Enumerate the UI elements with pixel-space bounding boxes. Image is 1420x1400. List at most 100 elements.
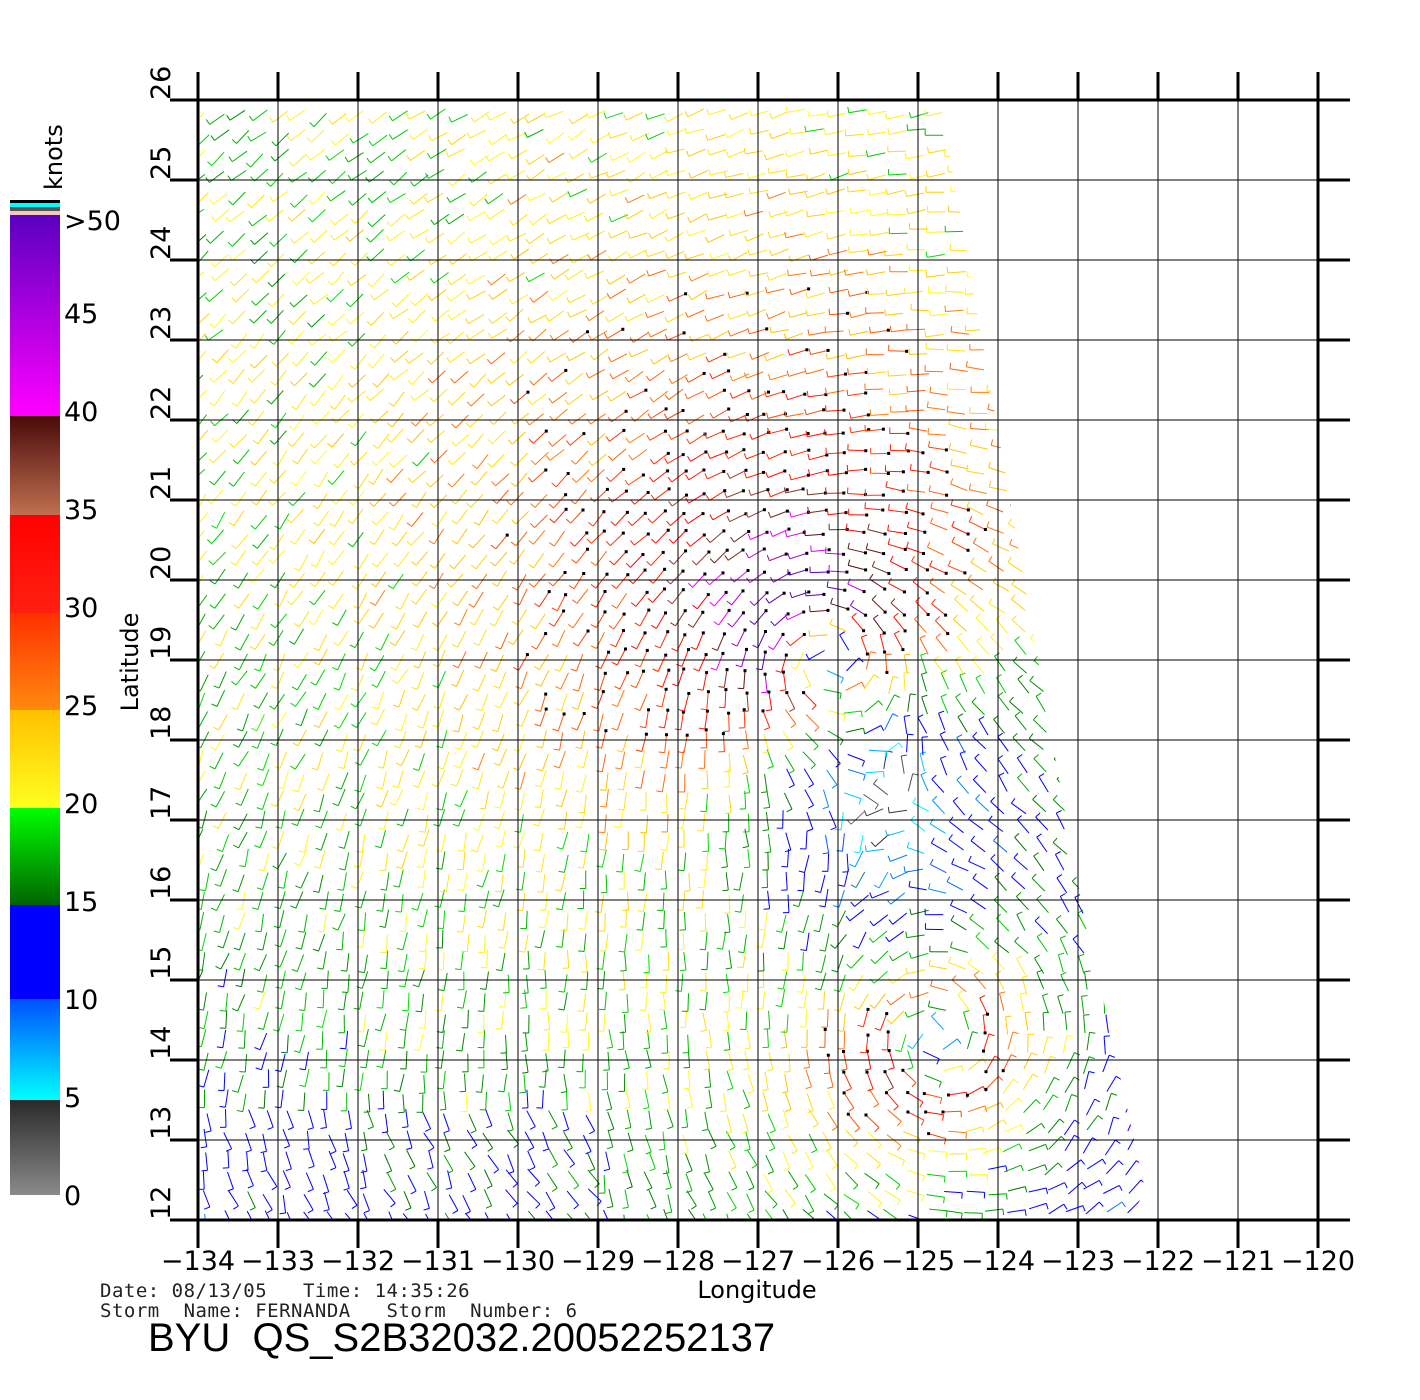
wind-barb-flag: [1065, 399, 1068, 406]
wind-barb-flag: [528, 540, 534, 545]
wind-barb: [850, 312, 869, 319]
wind-barb: [621, 853, 625, 873]
wind-barb-flag: [505, 276, 510, 283]
wind-barb: [1007, 561, 1024, 573]
wind-barb-flag: [1151, 478, 1153, 484]
wind-barb: [1168, 1013, 1170, 1031]
wind-barb: [782, 1209, 793, 1220]
wind-barb-flag: [667, 599, 673, 605]
wind-barb: [397, 770, 404, 788]
wind-barb-flag: [930, 502, 933, 509]
wind-barb-flag: [938, 710, 945, 714]
wind-barb: [318, 794, 325, 812]
wind-barb: [1048, 1203, 1065, 1215]
wind-barb: [743, 934, 747, 953]
wind-barb: [1005, 352, 1024, 356]
wind-barb: [712, 370, 729, 380]
wind-barb: [1091, 466, 1109, 475]
wind-barb: [404, 969, 409, 988]
rain-flag-marker: [743, 669, 747, 673]
wind-barb-flag: [230, 626, 237, 631]
wind-barb-flag: [812, 1123, 819, 1128]
rain-flag-marker: [826, 608, 830, 612]
wind-barb-flag: [646, 270, 650, 277]
wind-barb: [213, 614, 225, 630]
wind-barb-flag: [329, 405, 335, 410]
wind-barb: [652, 568, 665, 584]
wind-barb: [256, 550, 269, 566]
wind-barb-flag: [1140, 1179, 1145, 1185]
wind-barb-flag: [380, 967, 387, 970]
wind-barb-flag: [457, 849, 464, 852]
wind-barb-flag: [1117, 953, 1124, 957]
wind-barb: [782, 1109, 789, 1127]
wind-barb: [375, 708, 385, 726]
wind-barb: [842, 833, 845, 852]
wind-barb-flag: [1111, 594, 1116, 600]
wind-barb-flag: [756, 946, 763, 949]
wind-barb-flag: [767, 1171, 774, 1175]
wind-barb-flag: [607, 356, 612, 363]
wind-barb: [1049, 480, 1067, 490]
wind-barb: [1010, 504, 1027, 515]
wind-barb: [685, 1173, 693, 1191]
wind-barb: [969, 918, 985, 930]
wind-barb: [967, 1105, 986, 1113]
rain-flag-marker: [862, 590, 866, 594]
wind-barb: [314, 450, 328, 465]
wind-barb: [707, 470, 725, 480]
wind-barb-flag: [1016, 911, 1023, 916]
wind-barb: [865, 428, 884, 432]
wind-barb-flag: [1069, 595, 1074, 602]
wind-barb: [803, 768, 815, 785]
wind-barb: [222, 834, 230, 852]
wind-barb-flag: [470, 1188, 477, 1193]
wind-barb: [502, 771, 510, 789]
wind-barb-flag: [267, 1126, 274, 1130]
wind-barb: [225, 993, 228, 1012]
wind-barb: [233, 434, 248, 448]
wind-barb-flag: [1137, 671, 1143, 676]
wind-barb-flag: [819, 949, 826, 952]
wind-barb-flag: [797, 930, 804, 933]
wind-barb: [729, 312, 747, 320]
wind-barb: [422, 849, 428, 868]
wind-barb: [223, 1072, 226, 1091]
wind-barb-flag: [396, 947, 403, 951]
wind-barb: [1082, 1056, 1090, 1074]
rain-flag-marker: [564, 593, 568, 597]
wind-barb: [1078, 955, 1085, 974]
wind-barb: [456, 528, 468, 545]
wind-barb: [825, 552, 844, 555]
wind-barb: [762, 969, 765, 988]
wind-barb-flag: [678, 709, 685, 712]
wind-barb-flag: [209, 323, 215, 329]
wind-barb-flag: [887, 538, 891, 545]
wind-barb-flag: [1095, 773, 1101, 778]
wind-barb-flag: [946, 405, 949, 412]
rain-flag-marker: [925, 568, 929, 572]
wind-barb-flag: [904, 1011, 908, 1018]
wind-barb: [704, 750, 706, 769]
wind-barb: [291, 330, 305, 345]
wind-barb: [255, 269, 270, 284]
wind-barb-flag: [249, 344, 255, 349]
rain-flag-marker: [802, 610, 806, 614]
wind-barb-flag: [210, 746, 216, 751]
wind-barb-flag: [532, 823, 539, 827]
wind-barb-flag: [954, 594, 959, 600]
wind-barb: [238, 653, 248, 671]
wind-barb: [932, 800, 945, 815]
wind-barb: [1030, 561, 1047, 572]
wind-barb-flag: [409, 1165, 416, 1170]
wind-barb: [950, 331, 969, 335]
wind-barb: [1087, 410, 1106, 416]
wind-barb-flag: [888, 577, 892, 584]
wind-barb: [1053, 758, 1069, 771]
wind-barb-flag: [761, 691, 768, 694]
wind-barb: [666, 1109, 674, 1127]
wind-barb-flag: [749, 600, 755, 606]
wind-barb: [227, 1149, 230, 1168]
wind-barb: [805, 714, 820, 728]
wind-barb: [890, 993, 906, 1006]
